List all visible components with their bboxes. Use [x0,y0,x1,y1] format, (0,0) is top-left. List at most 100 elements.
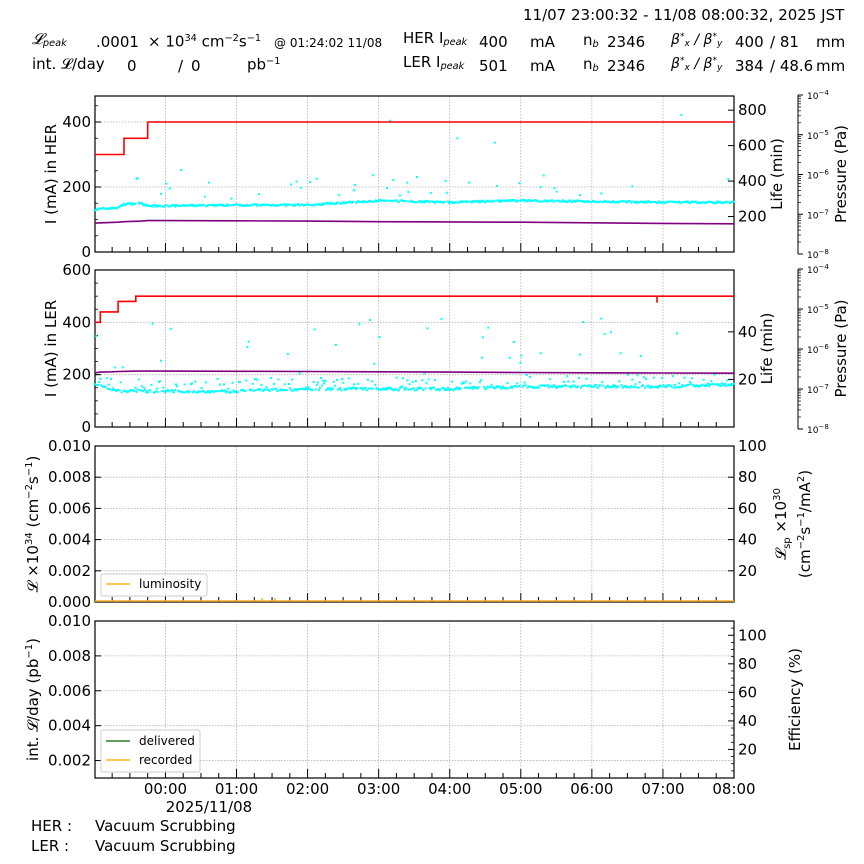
her-lifetime-point [376,199,379,202]
efficiency-axis-label: Efficiency (%) [786,648,804,751]
her-lifetime-point [438,201,441,204]
ler-lifetime-point [162,386,165,389]
ler-lifetime-point [667,384,670,387]
her-lifetime-point [181,204,184,207]
her-lifetime-point [227,204,230,207]
her-lifetime-point [466,201,469,204]
her-lifetime-point [552,200,555,203]
her-lifetime-point [178,205,181,208]
ler-lifetime-point [429,388,432,391]
ler-lifetime-point [613,385,616,388]
ler-lifetime-point [561,385,564,388]
ler-lifetime-point [401,385,404,388]
her-lifetime-point [632,200,635,203]
ler-lifetime-point [618,380,621,383]
her-lifetime-point [697,202,700,205]
ler-lifetime-point [358,323,361,326]
her-lifetime-point [210,203,213,206]
ler-lifetime-point [556,386,559,389]
y-tick-label: 0.000 [48,593,91,611]
ler-lifetime-point [274,387,277,390]
her-lifetime-point [392,178,395,181]
her-lifetime-point [359,200,362,203]
ler-lifetime-point [567,380,570,383]
ler-lifetime-point [403,387,406,390]
ler-lifetime-point [97,383,100,386]
ler-lifetime-point [281,388,284,391]
ler-lifetime-point [157,380,160,383]
legend-recorded-label: recorded [139,753,192,767]
her-lifetime-point [357,200,360,203]
ler-lifetime-point [195,391,198,394]
her-lifetime-point [644,200,647,203]
her-lifetime-point [488,200,491,203]
ler-lifetime-point [721,383,724,386]
ler-lifetime-point [551,386,554,389]
her-lifetime-point [474,199,477,202]
ler-lifetime-point [301,387,304,390]
her-lifetime-point [388,200,391,203]
her-lifetime-point [157,204,160,207]
y-right-tick-label: 40 [738,323,757,341]
ler-lifetime-point [215,390,218,393]
her-lifetime-point [422,201,425,204]
her-lifetime-point [470,201,473,204]
ler-lifetime-point [232,389,235,392]
her-lifetime-point [624,200,627,203]
ler-lifetime-point [245,379,248,382]
ler-lifetime-point [113,388,116,391]
her-lifetime-point [713,202,716,205]
ler-lifetime-point [344,387,347,390]
her-lifetime-point [373,200,376,203]
her-lifetime-point [701,201,704,204]
ler-lifetime-point [436,388,439,391]
her-lifetime-point [517,199,520,202]
her-lifetime-point [680,113,683,116]
y-tick-label: 0.002 [48,562,91,580]
her-lifetime-point [304,204,307,207]
her-lifetime-point [215,204,218,207]
pressure-tick-label: 10−6 [807,169,829,182]
ler-lifetime-point [663,385,666,388]
her-lifetime-point [387,199,390,202]
her-lifetime-point [339,202,342,205]
ler-lifetime-point [461,381,464,384]
her-lifetime-point [479,200,482,203]
ler-lifetime-point [101,385,104,388]
ler-lifetime-point [156,390,159,393]
ler-lifetime-point [163,390,166,393]
her-lifetime-point [704,202,707,205]
ler-lifetime-point [273,382,276,385]
her-lifetime-point [285,203,288,206]
her-lifetime-point [231,204,234,207]
ler-lifetime-point [587,384,590,387]
ler-lifetime-point [380,388,383,391]
her-lifetime-point [673,200,676,203]
her-lifetime-point [511,199,514,202]
her-lifetime-point [732,200,735,203]
ler-lifetime-point [431,386,434,389]
her-lifetime-point [601,201,604,204]
ler-lifetime-point [511,385,514,388]
her-lifetime-point [683,201,686,204]
ler-lifetime-point [488,386,491,389]
her-lifetime-point [107,207,110,210]
her-lifetime-point [94,209,96,212]
ler-lifetime-point [689,382,692,385]
her-beta-y: / 81 [770,33,799,51]
her-lifetime-point [235,203,238,206]
her-lifetime-point [159,204,162,207]
ler-lifetime-point [339,387,342,390]
her-lifetime-point [657,200,660,203]
ler-lifetime-point [711,383,714,386]
ler-lifetime-point [396,389,399,392]
ler-lifetime-point [288,383,291,386]
ler-lifetime-point [152,391,155,394]
y-tick-label: 0.010 [48,612,91,630]
ler-lifetime-point [645,378,648,381]
her-lifetime-point [332,202,335,205]
her-lifetime-point [660,202,663,205]
specific-luminosity-axis-label: 𝓛sp ×1030 [772,488,793,560]
her-lifetime-point [212,203,215,206]
ler-lifetime-point [519,361,522,364]
